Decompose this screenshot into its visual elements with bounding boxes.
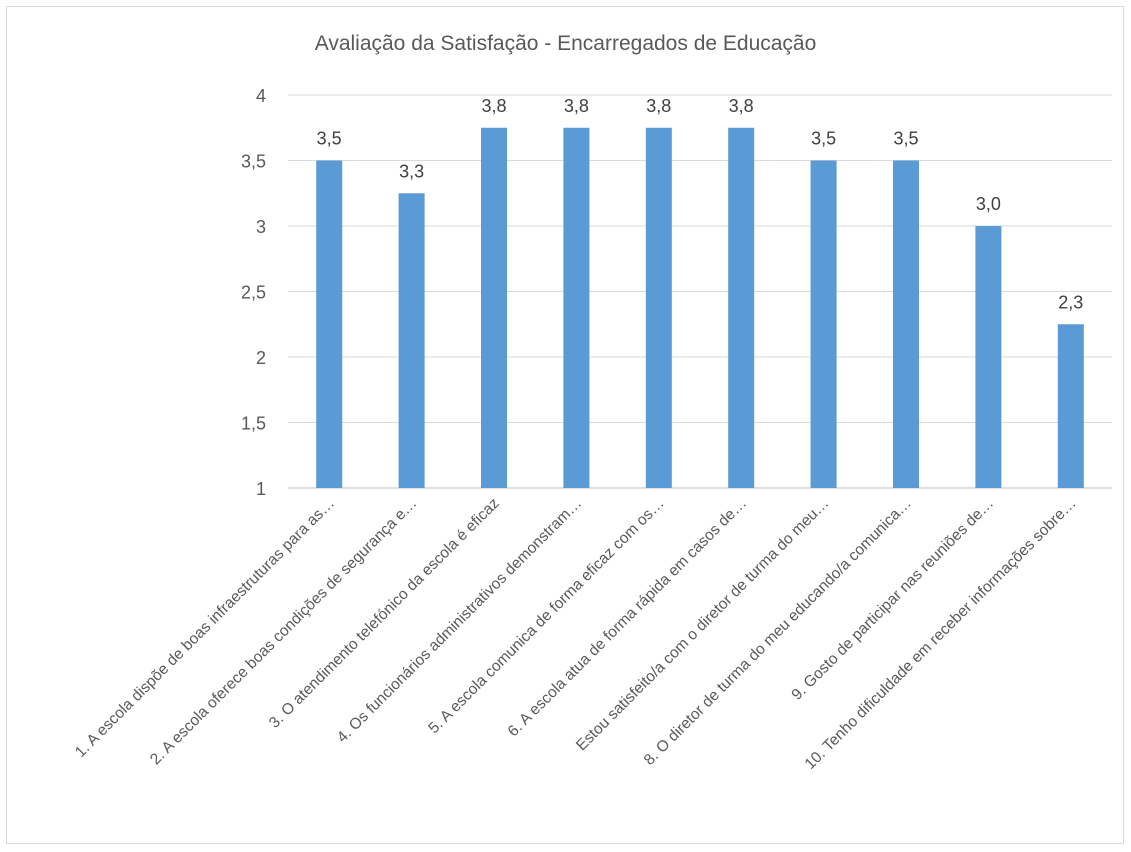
data-labels: 3,5 3,3 3,8 3,8 3,8 3,8 3,5 3,5 3,0 2,3 [317,96,1084,313]
chart-title: Avaliação da Satisfação - Encarregados d… [314,32,817,55]
gridlines [288,94,1112,489]
bar [316,160,343,488]
bar [1057,324,1084,488]
data-label: 3,5 [317,129,342,149]
data-label: 3,8 [481,96,506,116]
x-tick-label: 10. Tenho dificuldade em receber informa… [802,495,1080,773]
bar [645,127,672,488]
data-label: 3,3 [399,161,424,181]
bar [893,160,919,488]
x-axis-tick-labels: 1. A escola dispõe de boas infraestrutur… [72,495,1080,773]
bars [316,127,1084,488]
data-label: 3,8 [729,96,754,116]
y-tick-label: 2,5 [241,283,266,303]
y-tick-label: 4 [256,86,266,106]
y-axis-tick-labels: 1 1,5 2 2,5 3 3,5 4 [241,86,266,499]
data-label: 3,8 [564,96,589,116]
y-tick-label: 3,5 [241,152,266,172]
data-label: 3,8 [646,96,671,116]
bar [481,127,507,488]
data-label: 3,0 [976,194,1001,214]
y-tick-label: 1,5 [241,414,266,434]
y-tick-label: 1 [256,479,266,499]
x-tick-label: 8. O diretor de turma do meu educando/a … [641,495,915,769]
bar [563,127,590,488]
y-tick-label: 3 [256,217,266,237]
bar [810,160,837,488]
data-label: 3,5 [893,129,918,149]
y-tick-label: 2 [256,348,266,368]
bar [398,193,425,488]
bar [975,226,1002,488]
data-label: 3,5 [811,129,836,149]
data-label: 2,3 [1058,292,1083,312]
bar [728,127,755,488]
